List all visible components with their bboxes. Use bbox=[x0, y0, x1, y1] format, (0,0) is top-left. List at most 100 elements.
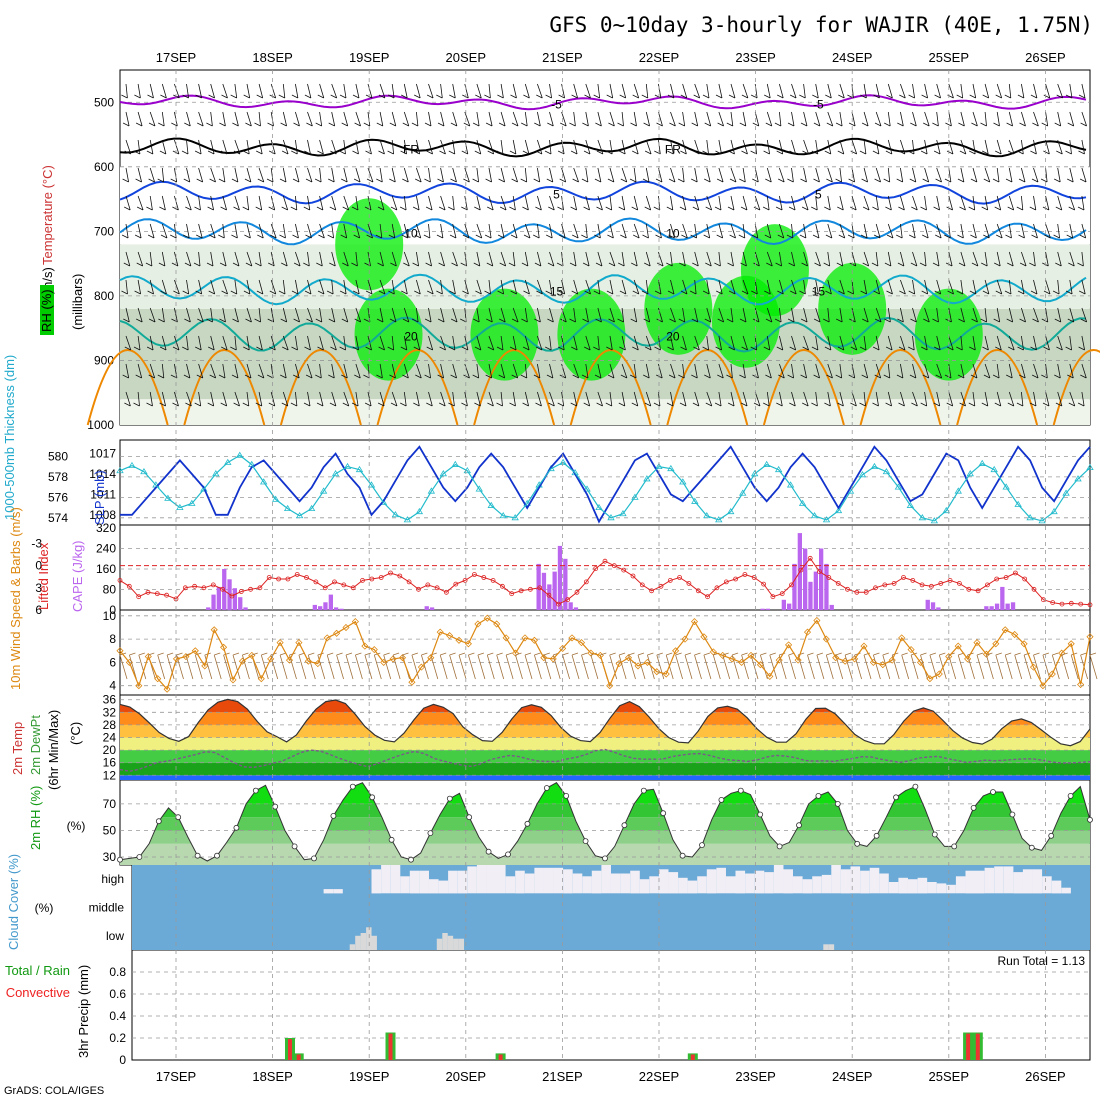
cloud-high-bar bbox=[505, 876, 516, 894]
wind-barb bbox=[559, 167, 567, 183]
wind-barb bbox=[231, 363, 239, 379]
cape-ytick-0: 0 bbox=[109, 603, 116, 617]
wind-barb bbox=[244, 223, 251, 239]
cape-bar bbox=[552, 571, 557, 610]
wind-barb bbox=[366, 223, 373, 239]
wind-barb bbox=[969, 335, 976, 351]
cape-bar bbox=[824, 563, 829, 610]
wind-barb bbox=[716, 167, 724, 183]
rh-point bbox=[349, 783, 356, 790]
wind-barb bbox=[536, 83, 543, 99]
cloud-high-bar bbox=[860, 870, 870, 894]
wind-barb bbox=[886, 223, 894, 239]
warm-arc-9 bbox=[956, 349, 1039, 426]
wind-barb bbox=[618, 195, 626, 211]
rh-point bbox=[621, 822, 628, 829]
wind-barb bbox=[871, 251, 879, 267]
wind-point bbox=[408, 678, 416, 686]
wind-barb bbox=[970, 223, 977, 239]
wind-barb bbox=[353, 279, 360, 295]
warm-arc-8 bbox=[859, 349, 942, 426]
wind-barb bbox=[607, 363, 615, 379]
wind-barb bbox=[1080, 111, 1087, 127]
wind-barb bbox=[594, 167, 602, 183]
wind-barb bbox=[1016, 195, 1024, 211]
wind-barb bbox=[448, 335, 456, 351]
wind-barb bbox=[812, 83, 819, 99]
wind-barb bbox=[826, 111, 834, 127]
cloud-high-bar bbox=[984, 867, 995, 894]
wind-barb bbox=[584, 335, 591, 351]
wind-barb bbox=[884, 111, 891, 127]
wind-barb bbox=[644, 139, 652, 155]
wind-barb bbox=[158, 307, 165, 323]
wind-barb bbox=[1016, 391, 1024, 407]
wind-barb bbox=[655, 167, 663, 183]
wind-barb bbox=[232, 251, 240, 267]
wind-barb bbox=[740, 251, 747, 267]
li-point bbox=[210, 582, 216, 588]
cloud-high-bar bbox=[946, 884, 956, 894]
wind-barb bbox=[1029, 391, 1037, 407]
cloud-high-bar bbox=[697, 876, 707, 894]
wind-barb bbox=[328, 111, 336, 127]
wind-barb bbox=[439, 335, 446, 351]
li-point bbox=[574, 589, 580, 595]
thickness-point bbox=[391, 510, 400, 518]
wind-barb bbox=[279, 223, 286, 239]
run-total: Run Total = 1.13 bbox=[997, 954, 1085, 968]
wind-barb bbox=[824, 139, 832, 155]
wind-barb bbox=[702, 139, 709, 155]
wind-barb bbox=[872, 391, 879, 407]
date-bottom-18SEP: 18SEP bbox=[252, 1069, 292, 1084]
wind-barb bbox=[608, 111, 615, 127]
li-line bbox=[119, 557, 1091, 606]
wind-barb bbox=[463, 111, 471, 127]
cloud-high-bar bbox=[965, 870, 976, 894]
wind-barb bbox=[717, 111, 724, 127]
li-ylabel: Lifted Index bbox=[36, 542, 51, 610]
wind-barb bbox=[874, 167, 881, 183]
warm-arc-0 bbox=[86, 349, 169, 426]
wind-barb bbox=[1079, 223, 1087, 239]
wind-barb bbox=[290, 391, 298, 407]
wind10m-barb bbox=[524, 652, 533, 680]
thickness-point bbox=[595, 503, 603, 510]
wind-barb bbox=[182, 335, 189, 351]
wind-barb bbox=[159, 139, 167, 155]
li-point bbox=[443, 589, 449, 595]
wind-barb bbox=[898, 195, 905, 211]
slp-ytick-1014: 1014 bbox=[89, 467, 116, 481]
wind-barb bbox=[716, 223, 724, 239]
wind10m-barb bbox=[138, 652, 147, 680]
wind-point bbox=[794, 656, 802, 664]
thickness-point bbox=[307, 504, 316, 512]
warm-arc-10 bbox=[1052, 349, 1100, 426]
wind-barb bbox=[921, 83, 928, 99]
wind-barb bbox=[1056, 139, 1063, 155]
wind-barb bbox=[558, 83, 565, 99]
precip-conv-bar bbox=[288, 1039, 292, 1060]
temp-contour-label-5-1: 20 bbox=[666, 330, 680, 344]
wind-barb bbox=[641, 279, 649, 295]
precip-ytick-0.4: 0.4 bbox=[109, 1009, 126, 1023]
wind-barb bbox=[812, 279, 819, 295]
wind-barb bbox=[254, 111, 261, 127]
wind-barb bbox=[146, 195, 153, 211]
wind-barb bbox=[595, 251, 603, 267]
wind-barb bbox=[510, 223, 518, 239]
rh-point bbox=[815, 793, 822, 799]
wind-barb bbox=[606, 139, 613, 155]
cape-bar bbox=[829, 604, 834, 610]
wind-barb bbox=[971, 307, 978, 323]
wind-barb bbox=[607, 167, 615, 183]
cloud-high-bar bbox=[582, 876, 592, 894]
li-point bbox=[779, 591, 785, 597]
wind-barb bbox=[317, 83, 325, 99]
wind-barb bbox=[533, 223, 540, 239]
wind-barb bbox=[1042, 391, 1050, 407]
wind-barb bbox=[305, 363, 313, 379]
rh-point bbox=[408, 856, 414, 863]
wind-barb bbox=[644, 251, 651, 267]
